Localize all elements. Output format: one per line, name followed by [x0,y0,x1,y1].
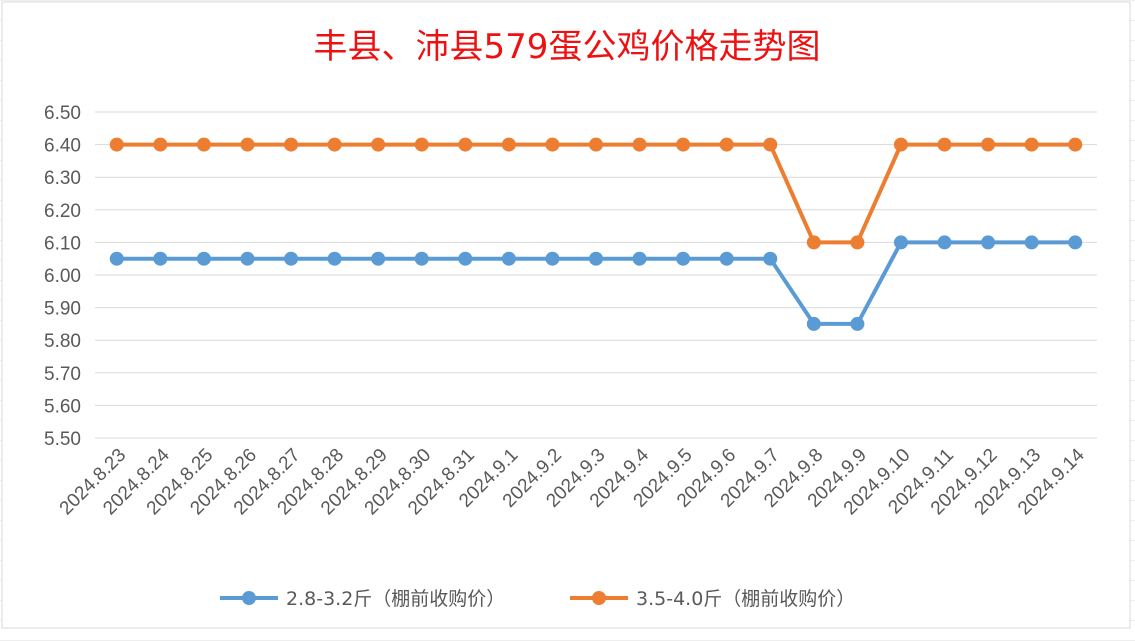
y-tick-label: 5.70 [44,364,81,385]
data-point [589,137,603,152]
data-point [371,251,386,266]
data-point [981,235,996,250]
data-point [763,137,778,152]
data-point [153,251,168,266]
y-tick-label: 6.00 [44,266,81,287]
y-tick-label: 5.50 [44,429,81,450]
data-point [545,251,560,266]
data-point [284,251,299,266]
series-2 [109,137,1083,250]
y-tick-label: 6.50 [44,103,81,124]
chart-title: 丰县、沛县579蛋公鸡价格走势图 [314,27,821,67]
data-point [284,137,299,152]
data-point [458,251,473,266]
data-point [458,137,473,152]
data-point [196,251,211,266]
data-point [632,251,647,266]
y-tick-label: 5.90 [44,299,81,320]
data-point [501,137,516,152]
data-point [981,137,996,152]
legend-entry: 3.5-4.0斤（棚前收购价） [570,588,855,610]
data-point [806,235,821,250]
data-point [240,137,255,152]
data-point [937,137,952,152]
y-tick-label: 6.40 [44,136,81,157]
y-tick-label: 5.80 [44,331,81,352]
data-point [763,251,778,266]
data-point [109,251,124,266]
data-point [371,137,386,152]
data-point [806,316,821,331]
legend-marker [242,591,256,605]
data-point [1068,235,1083,250]
series-1 [109,235,1083,331]
data-point [719,251,734,266]
legend-label: 2.8-3.2斤（棚前收购价） [286,588,505,610]
y-axis-tick-labels: 6.50 6.40 6.30 6.20 6.10 6.00 5.90 5.80 5.70 5.60… [44,103,81,450]
y-tick-label: 6.30 [44,168,81,189]
data-point [1068,137,1083,152]
data-point [850,235,865,250]
data-point [240,251,255,266]
data-point [893,137,908,152]
data-point [414,137,429,152]
data-point [1024,137,1039,152]
legend-label: 3.5-4.0斤（棚前收购价） [636,588,855,610]
data-point [719,137,734,152]
data-point [196,137,211,152]
y-tick-label: 6.20 [44,201,81,222]
y-tick-label: 6.10 [44,233,81,254]
legend: 2.8-3.2斤（棚前收购价） 3.5-4.0斤（棚前收购价） [220,588,855,610]
data-point [893,235,908,250]
data-point [109,137,124,152]
data-point [1024,235,1039,250]
data-point [676,137,691,152]
data-point [414,251,429,266]
chart-area-border [1,1,1131,629]
legend-entry: 2.8-3.2斤（棚前收购价） [220,588,505,610]
data-point [545,137,560,152]
data-point [937,235,952,250]
legend-marker [592,591,606,605]
y-tick-label: 5.60 [44,396,81,417]
series-lines [109,137,1083,331]
data-point [153,137,168,152]
data-point [850,316,865,331]
data-point [327,137,342,152]
data-point [676,251,691,266]
data-point [327,251,342,266]
data-point [589,251,603,266]
data-point [632,137,647,152]
data-point [501,251,516,266]
